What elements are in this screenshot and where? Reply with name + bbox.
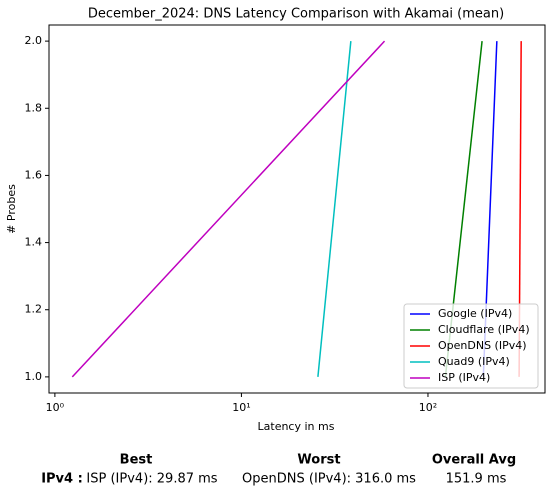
y-tick-label: 1.6 — [25, 168, 43, 181]
legend-label: ISP (IPv4) — [438, 371, 490, 384]
summary-best: ISP (IPv4): 29.87 ms — [86, 472, 217, 487]
y-tick-label: 1.4 — [25, 236, 43, 249]
summary-row-label: IPv4 : — [41, 472, 83, 487]
summary-worst: OpenDNS (IPv4): 316.0 ms — [242, 472, 416, 487]
series-line — [317, 41, 352, 377]
legend-label: OpenDNS (IPv4) — [438, 339, 527, 352]
plot-frame — [48, 24, 546, 394]
legend-label: Quad9 (IPv4) — [438, 355, 510, 368]
series-line — [71, 40, 386, 378]
summary-header: Worst — [297, 453, 340, 468]
x-tick-label: 10¹ — [232, 401, 250, 414]
summary-header: Overall Avg — [432, 453, 516, 468]
x-tick-label: 10⁰ — [46, 401, 65, 414]
chart-title: December_2024: DNS Latency Comparison wi… — [88, 7, 504, 22]
legend-label: Cloudflare (IPv4) — [438, 323, 530, 336]
x-tick-label: 10² — [419, 401, 437, 414]
y-tick-label: 1.2 — [25, 303, 43, 316]
legend-label: Google (IPv4) — [438, 307, 512, 320]
summary-header: Best — [120, 453, 153, 468]
y-tick-label: 1.8 — [25, 101, 43, 114]
y-tick-label: 2.0 — [25, 34, 43, 47]
x-axis-label: Latency in ms — [258, 420, 335, 433]
summary-avg: 151.9 ms — [446, 472, 507, 487]
legend-box — [403, 303, 539, 389]
y-tick-label: 1.0 — [25, 370, 43, 383]
y-axis-label: # Probes — [5, 184, 18, 234]
